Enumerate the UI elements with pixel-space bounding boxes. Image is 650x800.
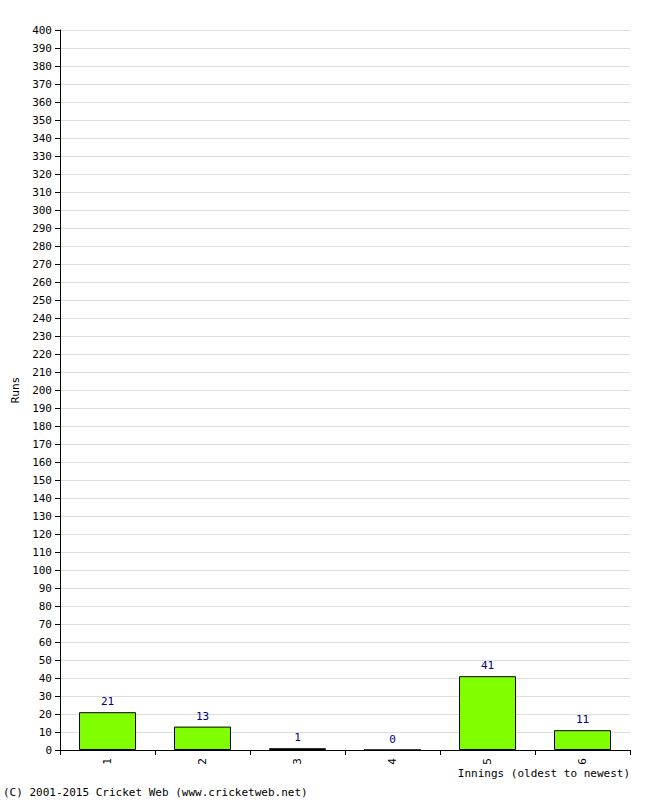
svg-text:(C) 2001-2015 Cricket Web (www: (C) 2001-2015 Cricket Web (www.cricketwe… — [3, 786, 308, 799]
svg-text:140: 140 — [32, 492, 52, 505]
svg-text:2: 2 — [196, 758, 209, 765]
svg-text:290: 290 — [32, 222, 52, 235]
svg-text:21: 21 — [101, 695, 114, 708]
svg-text:210: 210 — [32, 366, 52, 379]
svg-text:240: 240 — [32, 312, 52, 325]
svg-text:310: 310 — [32, 186, 52, 199]
svg-text:380: 380 — [32, 60, 52, 73]
svg-text:370: 370 — [32, 78, 52, 91]
svg-text:330: 330 — [32, 150, 52, 163]
svg-text:1: 1 — [101, 758, 114, 765]
svg-text:30: 30 — [39, 690, 52, 703]
svg-text:200: 200 — [32, 384, 52, 397]
svg-text:60: 60 — [39, 636, 52, 649]
svg-text:270: 270 — [32, 258, 52, 271]
svg-text:180: 180 — [32, 420, 52, 433]
svg-text:70: 70 — [39, 618, 52, 631]
svg-text:390: 390 — [32, 42, 52, 55]
svg-text:150: 150 — [32, 474, 52, 487]
svg-text:5: 5 — [481, 758, 494, 765]
svg-text:280: 280 — [32, 240, 52, 253]
svg-text:11: 11 — [576, 713, 589, 726]
svg-text:190: 190 — [32, 402, 52, 415]
svg-text:41: 41 — [481, 659, 494, 672]
svg-text:350: 350 — [32, 114, 52, 127]
svg-text:3: 3 — [291, 758, 304, 765]
svg-text:110: 110 — [32, 546, 52, 559]
svg-text:0: 0 — [389, 733, 396, 746]
svg-text:50: 50 — [39, 654, 52, 667]
svg-text:260: 260 — [32, 276, 52, 289]
svg-text:40: 40 — [39, 672, 52, 685]
svg-text:170: 170 — [32, 438, 52, 451]
svg-text:120: 120 — [32, 528, 52, 541]
svg-text:320: 320 — [32, 168, 52, 181]
svg-text:4: 4 — [386, 758, 399, 765]
svg-text:Runs: Runs — [9, 377, 22, 404]
svg-text:1: 1 — [294, 731, 301, 744]
svg-text:230: 230 — [32, 330, 52, 343]
svg-text:20: 20 — [39, 708, 52, 721]
svg-text:100: 100 — [32, 564, 52, 577]
svg-text:10: 10 — [39, 726, 52, 739]
svg-text:0: 0 — [45, 744, 52, 757]
svg-text:300: 300 — [32, 204, 52, 217]
svg-text:340: 340 — [32, 132, 52, 145]
svg-text:13: 13 — [196, 710, 209, 723]
svg-text:360: 360 — [32, 96, 52, 109]
svg-text:160: 160 — [32, 456, 52, 469]
svg-text:130: 130 — [32, 510, 52, 523]
svg-text:90: 90 — [39, 582, 52, 595]
svg-text:250: 250 — [32, 294, 52, 307]
svg-text:400: 400 — [32, 24, 52, 37]
svg-text:220: 220 — [32, 348, 52, 361]
svg-text:6: 6 — [576, 758, 589, 765]
svg-text:Innings (oldest to newest): Innings (oldest to newest) — [458, 767, 630, 780]
svg-text:80: 80 — [39, 600, 52, 613]
